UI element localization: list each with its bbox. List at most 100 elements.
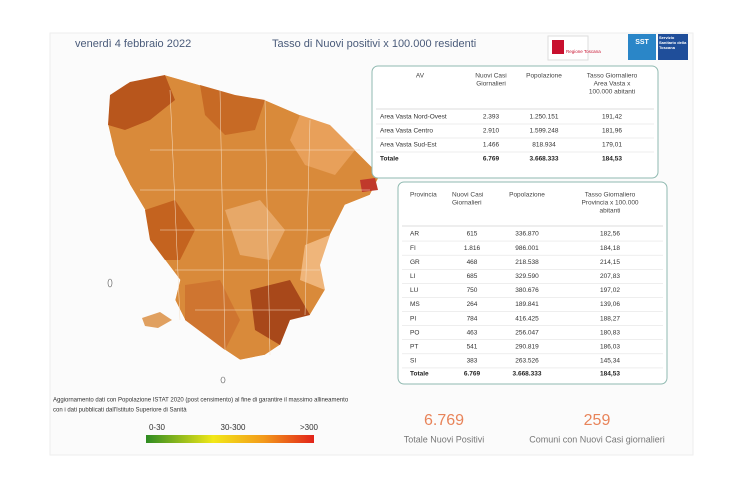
table-cell: GR bbox=[410, 259, 420, 266]
table-header: 100.000 abitanti bbox=[589, 89, 635, 96]
table-cell: LI bbox=[410, 273, 416, 280]
table-cell: 1.816 bbox=[464, 245, 481, 252]
table-cell: 463 bbox=[467, 329, 478, 336]
area bbox=[250, 280, 310, 345]
legend-bar bbox=[146, 435, 314, 443]
table-cell: 336.870 bbox=[515, 231, 539, 238]
table-header: Nuovi Casi bbox=[452, 192, 483, 199]
table-cell: SI bbox=[410, 358, 416, 365]
table-total: 184,53 bbox=[600, 371, 620, 378]
table-cell: LU bbox=[410, 287, 419, 294]
area bbox=[185, 280, 240, 350]
table-cell: 2.393 bbox=[483, 114, 500, 121]
table-header: Nuovi Casi bbox=[475, 73, 506, 80]
table-total: 3.668.333 bbox=[530, 156, 559, 163]
table-cell: 182,56 bbox=[600, 231, 620, 238]
table-cell: 179,01 bbox=[602, 142, 622, 149]
table-cell: 615 bbox=[467, 231, 478, 238]
table-total: 6.769 bbox=[483, 156, 500, 163]
table-cell: Area Vasta Nord-Ovest bbox=[380, 114, 447, 121]
area bbox=[290, 115, 355, 175]
table-header: AV bbox=[416, 73, 425, 80]
table-total: 6.769 bbox=[464, 371, 481, 378]
table-cell: 197,02 bbox=[600, 287, 620, 294]
area bbox=[108, 75, 175, 130]
table-cell: 191,42 bbox=[602, 114, 622, 121]
table-cell: Area Vasta Centro bbox=[380, 128, 433, 135]
area bbox=[200, 85, 265, 135]
table-cell: 2.910 bbox=[483, 128, 500, 135]
table-cell: Area Vasta Sud-Est bbox=[380, 142, 437, 149]
table-cell: 750 bbox=[467, 287, 478, 294]
table-cell: 784 bbox=[467, 315, 478, 322]
table-cell: 181,96 bbox=[602, 128, 622, 135]
title: Tasso di Nuovi positivi x 100.000 reside… bbox=[272, 38, 476, 50]
map bbox=[107, 74, 381, 384]
table-header: Provincia x 100.000 bbox=[581, 200, 638, 207]
kpi-value: 6.769 bbox=[424, 412, 464, 429]
table-box bbox=[397, 181, 668, 385]
table-cell: 468 bbox=[467, 259, 478, 266]
logo-text: Regione Toscana bbox=[566, 49, 601, 54]
table-total: Totale bbox=[380, 156, 399, 163]
note: Aggiornamento dati con Popolazione ISTAT… bbox=[53, 398, 349, 404]
table-cell: PO bbox=[410, 329, 419, 336]
table-header: Tasso Giornaliero bbox=[587, 73, 638, 80]
table-cell: 986.001 bbox=[515, 245, 539, 252]
table-box bbox=[371, 65, 659, 179]
table-cell: 264 bbox=[467, 301, 478, 308]
table-cell: 416.425 bbox=[515, 315, 539, 322]
table-cell: 218.538 bbox=[515, 259, 539, 266]
table-cell: 1.599.248 bbox=[530, 128, 559, 135]
table-total: 3.668.333 bbox=[513, 371, 542, 378]
borders bbox=[140, 89, 370, 356]
table-cell: 818.934 bbox=[532, 142, 556, 149]
logo-text: SST bbox=[635, 39, 649, 46]
island bbox=[142, 312, 172, 328]
table-cell: PI bbox=[410, 315, 416, 322]
table-cell: 139,06 bbox=[600, 301, 620, 308]
table-header: Giornalieri bbox=[452, 200, 482, 207]
island bbox=[220, 376, 226, 384]
table-header: Popolazione bbox=[509, 192, 545, 199]
table-cell: 256.047 bbox=[515, 329, 539, 336]
table-cell: MS bbox=[410, 301, 420, 308]
date: venerdì 4 febbraio 2022 bbox=[75, 38, 191, 50]
table-cell: PT bbox=[410, 344, 418, 351]
kpi-label: Totale Nuovi Positivi bbox=[404, 434, 485, 444]
table-cell: 1.250.151 bbox=[530, 114, 559, 121]
table-cell: AR bbox=[410, 231, 419, 238]
table-header: Giornalieri bbox=[476, 81, 506, 88]
logo-wrap: Servizio Sanitario della Toscana bbox=[659, 35, 686, 50]
legend-label: >300 bbox=[300, 423, 319, 432]
table-cell: 145,34 bbox=[600, 358, 620, 365]
table-header: abitanti bbox=[600, 208, 621, 215]
table-cell: 207,83 bbox=[600, 273, 620, 280]
logo-mark bbox=[552, 40, 564, 54]
kpi-label: Comuni con Nuovi Casi giornalieri bbox=[529, 434, 665, 444]
table-cell: 380.676 bbox=[515, 287, 539, 294]
table-cell: 383 bbox=[467, 358, 478, 365]
table-cell: 214,15 bbox=[600, 259, 620, 266]
table-cell: FI bbox=[410, 245, 416, 252]
table-cell: 541 bbox=[467, 344, 478, 351]
table-header: Popolazione bbox=[526, 73, 562, 80]
area bbox=[300, 235, 330, 290]
logo bbox=[658, 34, 688, 60]
table-cell: 263.526 bbox=[515, 358, 539, 365]
legend-label: 30-300 bbox=[221, 423, 246, 432]
table-cell: 186,03 bbox=[600, 344, 620, 351]
island bbox=[107, 278, 113, 288]
table-cell: 290.819 bbox=[515, 344, 539, 351]
note: con i dati pubblicati dall'Istituto Supe… bbox=[53, 408, 187, 414]
table-cell: 189.841 bbox=[515, 301, 539, 308]
table-header: Area Vasta x bbox=[594, 81, 631, 88]
table-cell: 188,27 bbox=[600, 315, 620, 322]
logo bbox=[628, 34, 656, 60]
kpi-value: 259 bbox=[584, 412, 611, 429]
table-total: 184,53 bbox=[602, 156, 622, 163]
table-cell: 180,83 bbox=[600, 329, 620, 336]
